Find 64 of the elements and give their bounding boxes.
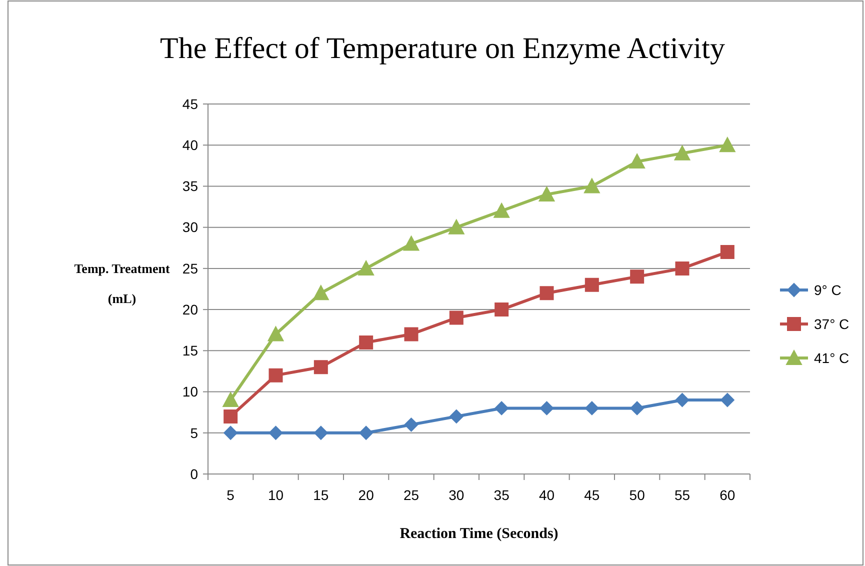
x-tick-label: 40 [538,487,555,503]
point [449,310,464,325]
point [494,202,510,218]
y-tick-label: 10 [182,384,198,400]
point [224,409,238,424]
point [494,302,509,317]
point [312,285,329,300]
point [630,401,644,416]
point [224,426,238,440]
point [404,327,418,342]
y-tick-label: 45 [182,96,198,112]
point [540,401,554,416]
y-tick-label: 25 [182,260,198,276]
point [404,418,418,432]
legend-label: 9° C [814,282,842,298]
y-tick-label: 15 [182,342,198,359]
x-tick-label: 45 [584,487,600,503]
point [675,393,690,407]
x-tick-label: 60 [720,487,736,503]
point [538,186,555,202]
chart-title: The Effect of Temperature on Enzyme Activity [160,32,725,65]
point [630,270,644,284]
y-tick-label: 35 [182,178,198,194]
y-tick-label: 30 [182,219,198,236]
y-tick-label: 20 [182,301,198,318]
point [268,368,283,382]
point [314,426,328,440]
x-tick-label: 50 [629,487,646,503]
y-tick-label: 5 [190,424,198,441]
point [675,261,690,276]
x-tick-label: 25 [403,487,420,503]
legend-label: 37° C [814,316,850,332]
point [540,286,554,300]
point [629,154,646,169]
point [268,426,283,440]
point [674,145,690,160]
point [449,409,464,424]
y-tick-label: 40 [182,137,198,154]
point [358,260,374,276]
x-axis-title: Reaction Time (Seconds) [400,526,558,542]
point [314,360,328,374]
point [359,335,374,350]
x-tick-label: 10 [268,487,284,503]
x-tick-label: 30 [448,487,464,503]
x-tick-label: 15 [313,487,329,503]
x-tick-label: 55 [674,487,690,503]
x-tick-label: 5 [226,487,235,503]
point [719,137,736,152]
point [359,426,374,440]
point [584,178,600,194]
point [720,245,734,259]
point [222,392,239,407]
point [584,278,599,292]
point [494,401,509,416]
y-tick-label: 0 [190,466,198,482]
x-tick-label: 20 [358,487,374,503]
legend-label: 41° C [814,350,850,366]
point [448,219,464,234]
y-axis-title: Temp. Treatment (mL) [74,260,170,306]
point [268,326,284,342]
point [403,236,420,251]
point [584,401,599,416]
x-tick-label: 35 [494,487,510,503]
point [720,393,734,407]
